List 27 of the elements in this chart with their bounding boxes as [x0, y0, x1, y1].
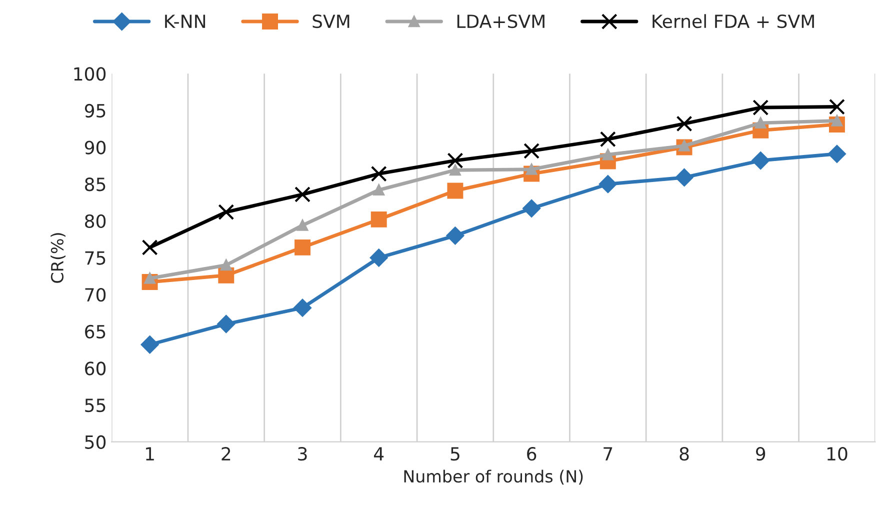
x-tick-label: 6	[527, 447, 536, 461]
y-tick-label: 50	[85, 435, 106, 449]
x-tick-label: 2	[222, 447, 230, 460]
x-tick-label: 5	[450, 447, 460, 461]
y-tick-label: 95	[84, 104, 106, 118]
y-tick-label: 80	[85, 214, 106, 228]
x-tick-label: 3	[298, 447, 307, 461]
x-tick-label: 9	[756, 447, 766, 461]
y-tick-label: 85	[85, 178, 106, 192]
x-axis-title: Number of rounds (N)	[404, 470, 583, 485]
x-tick-label: 7	[604, 447, 612, 460]
y-tick-label: 100	[74, 67, 106, 81]
y-tick-label: 60	[85, 362, 106, 376]
y-tick-label: 90	[84, 140, 106, 154]
y-tick-label: 75	[85, 251, 106, 265]
y-axis-title: CR(%)	[50, 233, 66, 283]
legend-label: Kernel FDA + SVM	[652, 14, 814, 28]
x-tick-label: 1	[146, 447, 154, 460]
x-tick-label: 8	[680, 447, 689, 461]
legend-label: K-NN	[165, 14, 206, 28]
legend-label: LDA+SVM	[457, 14, 544, 28]
legend-label: SVM	[312, 14, 350, 28]
y-tick-label: 70	[85, 288, 106, 302]
x-tick-label: 10	[827, 447, 848, 461]
x-tick-label: 4	[374, 447, 384, 460]
y-tick-label: 65	[85, 324, 106, 338]
y-tick-label: 55	[85, 398, 106, 412]
